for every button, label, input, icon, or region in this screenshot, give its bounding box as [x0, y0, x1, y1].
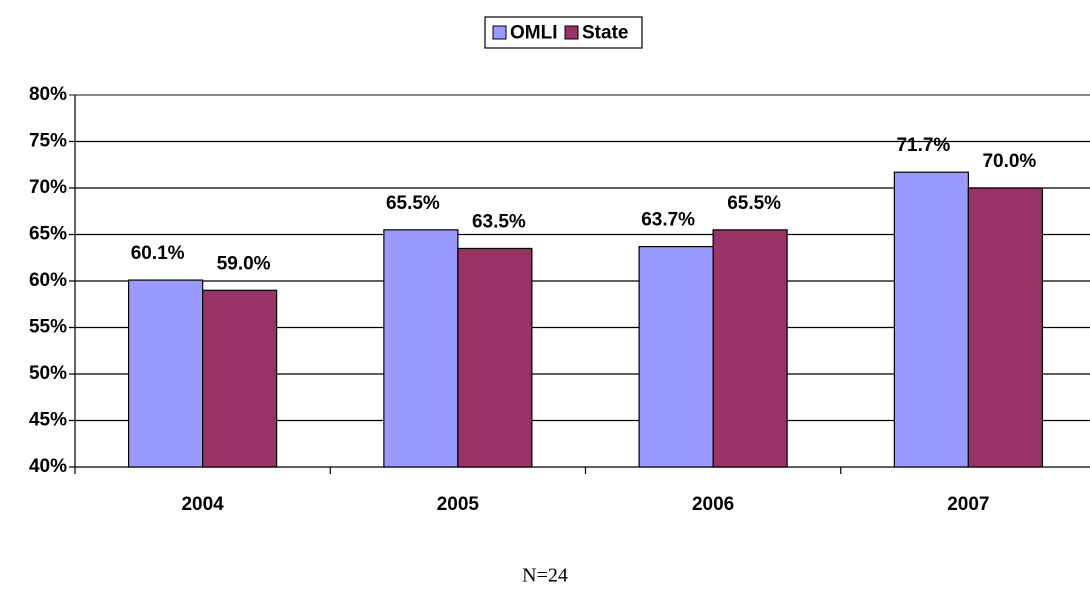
- y-tick-label: 70%: [29, 177, 67, 198]
- value-label: 60.1%: [131, 243, 185, 264]
- y-tick-label: 40%: [29, 456, 67, 477]
- annotation: N=24: [522, 565, 568, 587]
- bar: [383, 229, 459, 468]
- bar: [712, 229, 788, 468]
- legend-box: [484, 16, 643, 49]
- value-label: 63.5%: [472, 211, 526, 232]
- value-label: 70.0%: [982, 151, 1036, 172]
- bar: [893, 171, 969, 468]
- x-tick-label: 2004: [181, 494, 224, 515]
- y-tick-label: 60%: [29, 270, 67, 291]
- legend-label: State: [582, 23, 628, 44]
- x-tick-label: 2006: [692, 494, 734, 515]
- y-tick-label: 55%: [29, 317, 67, 338]
- legend-swatch: [492, 25, 507, 40]
- value-label: 63.7%: [641, 210, 695, 231]
- value-label: 71.7%: [896, 135, 950, 156]
- bar: [128, 279, 204, 468]
- x-tick-label: 2007: [947, 494, 989, 515]
- value-label: 65.5%: [386, 193, 440, 214]
- legend-label: OMLI: [510, 23, 558, 44]
- bar: [638, 245, 714, 468]
- y-tick-label: 75%: [29, 131, 67, 152]
- bar: [457, 247, 533, 468]
- y-tick-label: 45%: [29, 410, 67, 431]
- y-tick-label: 50%: [29, 363, 67, 384]
- legend-swatch: [564, 25, 579, 40]
- y-tick-label: 80%: [29, 84, 67, 105]
- value-label: 59.0%: [217, 253, 271, 274]
- bar: [967, 187, 1043, 468]
- bar: [202, 289, 278, 468]
- value-label: 65.5%: [727, 193, 781, 214]
- x-tick-label: 2005: [437, 494, 480, 515]
- y-tick-label: 65%: [29, 224, 67, 245]
